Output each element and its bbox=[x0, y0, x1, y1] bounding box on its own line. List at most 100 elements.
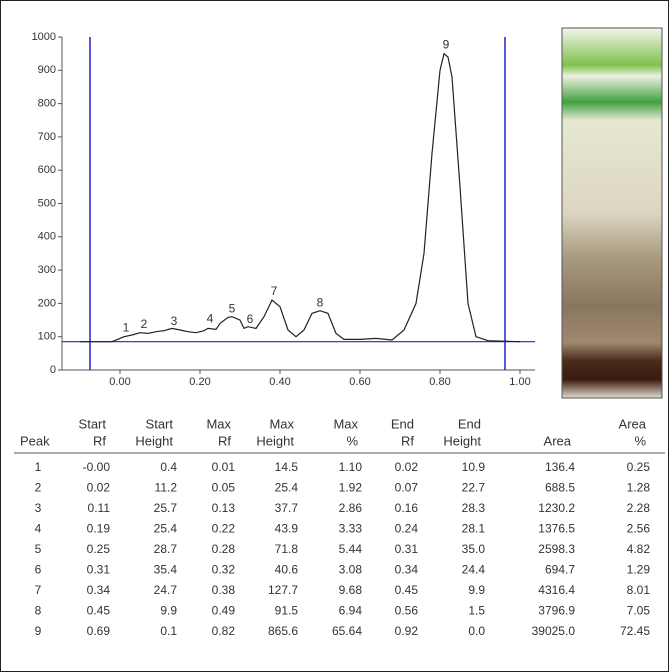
peak-label: 3 bbox=[171, 314, 178, 328]
table-cell: 1.10 bbox=[339, 460, 363, 474]
table-cell: 0.25 bbox=[87, 542, 111, 556]
peak-label: 2 bbox=[141, 317, 148, 331]
column-header: Area bbox=[619, 416, 647, 431]
table-cell: 72.45 bbox=[620, 624, 650, 638]
column-header: End bbox=[391, 416, 414, 431]
y-tick-label: 0 bbox=[50, 364, 56, 376]
peak-label: 7 bbox=[271, 284, 278, 298]
table-cell: 3.33 bbox=[339, 522, 363, 536]
table-cell: 0.11 bbox=[88, 501, 111, 515]
table-cell: 9 bbox=[35, 624, 42, 638]
table-cell: 28.7 bbox=[154, 542, 178, 556]
y-tick-label: 600 bbox=[38, 164, 56, 176]
table-cell: 136.4 bbox=[545, 460, 575, 474]
table-cell: 0.02 bbox=[87, 481, 111, 495]
table-cell: 0.24 bbox=[395, 522, 419, 536]
table-cell: 0.02 bbox=[395, 460, 419, 474]
table-cell: 0.45 bbox=[87, 604, 111, 618]
table-cell: 3796.9 bbox=[538, 604, 575, 618]
table-cell: 0.25 bbox=[627, 460, 651, 474]
table-cell: 9.9 bbox=[160, 604, 177, 618]
table-cell: 0.34 bbox=[395, 563, 419, 577]
table-cell: 3 bbox=[35, 501, 42, 515]
table-cell: 71.8 bbox=[275, 542, 299, 556]
table-cell: 0.82 bbox=[212, 624, 236, 638]
table-cell: 0.1 bbox=[160, 624, 177, 638]
table-cell: 28.3 bbox=[462, 501, 486, 515]
table-cell: 0.38 bbox=[212, 583, 236, 597]
table-cell: 1 bbox=[35, 460, 42, 474]
y-tick-label: 300 bbox=[38, 264, 56, 276]
table-cell: 35.0 bbox=[462, 542, 486, 556]
tlc-plate-image bbox=[561, 27, 663, 399]
table-cell: 40.6 bbox=[275, 563, 299, 577]
table-cell: 2.28 bbox=[627, 501, 651, 515]
table-cell: 127.7 bbox=[268, 583, 298, 597]
table-cell: 9.9 bbox=[468, 583, 485, 597]
table-cell: -0.00 bbox=[83, 460, 111, 474]
table-cell: 35.4 bbox=[154, 563, 178, 577]
table-cell: 2.86 bbox=[339, 501, 363, 515]
table-cell: 1.29 bbox=[627, 563, 651, 577]
table-cell: 865.6 bbox=[268, 624, 298, 638]
table-cell: 0.07 bbox=[395, 481, 419, 495]
table-cell: 0.22 bbox=[212, 522, 236, 536]
table-cell: 6 bbox=[35, 563, 42, 577]
column-header: Height bbox=[135, 433, 173, 448]
table-cell: 1376.5 bbox=[538, 522, 575, 536]
table-cell: 0.32 bbox=[212, 563, 236, 577]
table-cell: 91.5 bbox=[275, 604, 299, 618]
column-header: Area bbox=[544, 433, 572, 448]
table-cell: 1.92 bbox=[339, 481, 363, 495]
table-cell: 7.05 bbox=[627, 604, 651, 618]
column-header: Max bbox=[269, 416, 294, 431]
y-tick-label: 500 bbox=[38, 197, 56, 209]
table-cell: 25.4 bbox=[275, 481, 299, 495]
column-header: Max bbox=[206, 416, 231, 431]
table-cell: 0.45 bbox=[395, 583, 419, 597]
table-cell: 2598.3 bbox=[538, 542, 575, 556]
column-header: % bbox=[634, 433, 646, 448]
table-cell: 1230.2 bbox=[538, 501, 575, 515]
column-header: Peak bbox=[20, 433, 50, 448]
table-cell: 3.08 bbox=[339, 563, 363, 577]
table-cell: 0.19 bbox=[87, 522, 111, 536]
table-cell: 0.56 bbox=[395, 604, 419, 618]
table-cell: 11.2 bbox=[155, 481, 178, 495]
column-header: Height bbox=[443, 433, 481, 448]
table-cell: 0.28 bbox=[212, 542, 236, 556]
table-cell: 0.01 bbox=[212, 460, 236, 474]
table-cell: 694.7 bbox=[545, 563, 575, 577]
table-cell: 2 bbox=[35, 481, 42, 495]
y-tick-label: 900 bbox=[38, 64, 56, 76]
column-header: Rf bbox=[218, 433, 231, 448]
table-cell: 4 bbox=[35, 522, 42, 536]
y-tick-label: 400 bbox=[38, 231, 56, 243]
table-cell: 0.31 bbox=[87, 563, 111, 577]
peak-label: 8 bbox=[317, 296, 324, 310]
table-cell: 1.5 bbox=[468, 604, 485, 618]
x-tick-label: 1.00 bbox=[509, 376, 530, 388]
densitogram-trace bbox=[80, 52, 521, 343]
table-cell: 39025.0 bbox=[532, 624, 576, 638]
table-cell: 14.5 bbox=[275, 460, 299, 474]
table-cell: 0.92 bbox=[395, 624, 419, 638]
y-tick-label: 200 bbox=[38, 297, 56, 309]
y-tick-label: 1000 bbox=[32, 31, 56, 43]
table-cell: 0.16 bbox=[395, 501, 419, 515]
table-cell: 8 bbox=[35, 604, 42, 618]
column-header: Max bbox=[333, 416, 358, 431]
column-header: Height bbox=[256, 433, 294, 448]
table-cell: 22.7 bbox=[462, 481, 486, 495]
table-cell: 0.05 bbox=[212, 481, 236, 495]
table-cell: 0.0 bbox=[468, 624, 485, 638]
column-header: Start bbox=[146, 416, 174, 431]
y-tick-label: 100 bbox=[38, 331, 56, 343]
table-cell: 4316.4 bbox=[538, 583, 575, 597]
x-tick-label: 0.00 bbox=[109, 376, 130, 388]
chart: 0 100 200 300 400 500 600 700 800 900 1000 0.00 0.20… bbox=[32, 31, 535, 388]
table-cell: 0.13 bbox=[212, 501, 236, 515]
table-cell: 688.5 bbox=[545, 481, 575, 495]
